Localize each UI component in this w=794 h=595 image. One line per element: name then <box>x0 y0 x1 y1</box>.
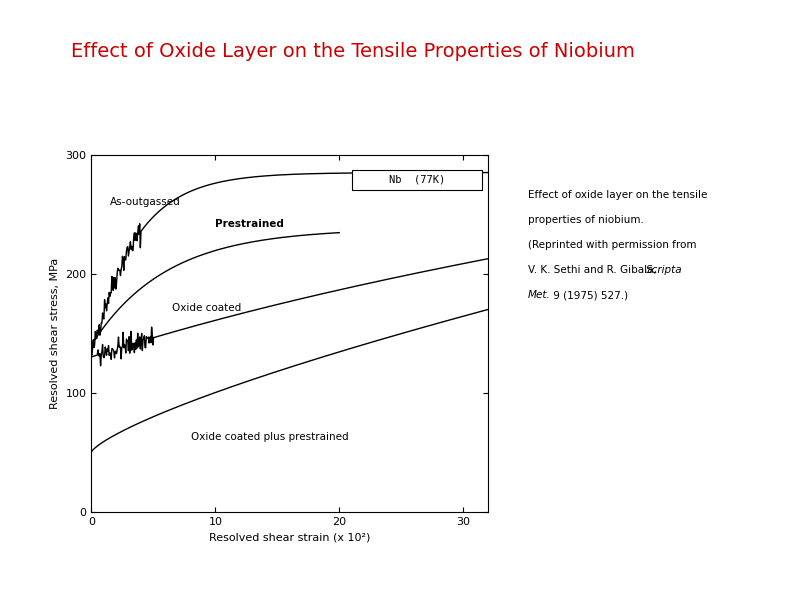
Text: (Reprinted with permission from: (Reprinted with permission from <box>528 240 696 250</box>
Text: Effect of Oxide Layer on the Tensile Properties of Niobium: Effect of Oxide Layer on the Tensile Pro… <box>71 42 635 61</box>
Text: 9 (1975) 527.): 9 (1975) 527.) <box>550 290 628 300</box>
FancyBboxPatch shape <box>352 170 482 190</box>
Text: Oxide coated plus prestrained: Oxide coated plus prestrained <box>191 432 349 441</box>
Text: Effect of oxide layer on the tensile: Effect of oxide layer on the tensile <box>528 190 707 201</box>
Text: Met.: Met. <box>528 290 551 300</box>
Text: Oxide coated: Oxide coated <box>172 303 241 313</box>
Text: Prestrained: Prestrained <box>215 219 284 228</box>
Text: properties of niobium.: properties of niobium. <box>528 215 644 226</box>
Text: Nb  (77K): Nb (77K) <box>390 175 445 184</box>
Text: As-outgassed: As-outgassed <box>110 198 181 207</box>
Y-axis label: Resolved shear stress, MPa: Resolved shear stress, MPa <box>50 258 60 409</box>
Text: Scripta: Scripta <box>646 265 682 275</box>
Text: V. K. Sethi and R. Gibala,: V. K. Sethi and R. Gibala, <box>528 265 660 275</box>
X-axis label: Resolved shear strain (x 10²): Resolved shear strain (x 10²) <box>209 532 371 542</box>
